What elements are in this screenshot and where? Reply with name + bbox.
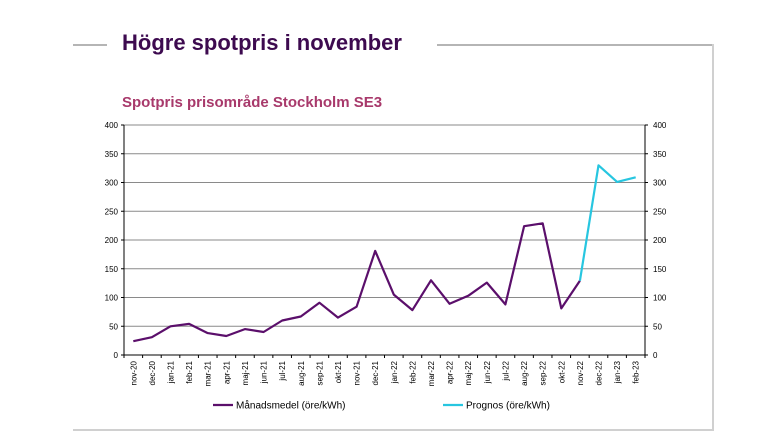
x-tick-label: feb-22 <box>408 360 417 383</box>
y-tick-label-right: 200 <box>653 236 667 245</box>
x-tick-label: sep-21 <box>315 360 324 385</box>
y-tick-label-right: 150 <box>653 265 667 274</box>
y-tick-label-left: 100 <box>105 294 119 303</box>
title-rule-left <box>73 44 107 46</box>
x-tick-label: okt-21 <box>334 360 343 383</box>
x-tick-label: feb-23 <box>632 360 641 383</box>
y-tick-label-right: 350 <box>653 150 667 159</box>
x-tick-label: apr-21 <box>222 360 231 384</box>
y-tick-label-left: 150 <box>105 265 119 274</box>
y-tick-label-right: 100 <box>653 294 667 303</box>
y-tick-label-right: 0 <box>653 351 658 360</box>
x-tick-label: dec-20 <box>148 360 157 385</box>
x-tick-label: jul-21 <box>278 360 287 381</box>
x-tick-label: jun-22 <box>483 360 492 384</box>
y-tick-label-right: 250 <box>653 207 667 216</box>
x-tick-label: maj-22 <box>464 360 473 385</box>
y-tick-label-left: 400 <box>105 121 119 130</box>
series-line-1 <box>133 222 581 343</box>
y-tick-label-left: 350 <box>105 150 119 159</box>
x-tick-label: jan-21 <box>167 360 176 384</box>
x-tick-label: feb-21 <box>185 360 194 383</box>
x-tick-label: dec-22 <box>594 360 603 385</box>
x-tick-label: jun-21 <box>260 360 269 384</box>
x-tick-label: jul-22 <box>501 360 510 381</box>
x-tick-label: jan-23 <box>613 360 622 384</box>
frame-rule-right <box>712 44 714 430</box>
frame-rule-bottom <box>73 429 714 431</box>
y-tick-label-left: 0 <box>114 351 119 360</box>
y-tick-label-right: 300 <box>653 179 667 188</box>
x-tick-label: aug-22 <box>520 360 529 385</box>
y-tick-label-left: 250 <box>105 207 119 216</box>
x-tick-label: sep-22 <box>539 360 548 385</box>
y-tick-label-left: 50 <box>109 322 118 331</box>
y-tick-label-left: 300 <box>105 179 119 188</box>
title-rule-right <box>437 44 714 46</box>
x-tick-label: dec-21 <box>371 360 380 385</box>
x-tick-label: mar-21 <box>204 360 213 386</box>
page-title: Högre spotpris i november <box>122 30 402 55</box>
y-tick-label-right: 50 <box>653 322 662 331</box>
x-tick-label: jan-22 <box>390 360 399 384</box>
series-line-2 <box>578 164 636 281</box>
y-tick-label-left: 200 <box>105 236 119 245</box>
x-tick-label: maj-21 <box>241 360 250 385</box>
x-tick-label: nov-20 <box>129 360 138 385</box>
legend-label: Månadsmedel (öre/kWh) <box>236 400 345 412</box>
x-tick-label: aug-21 <box>297 360 306 385</box>
x-tick-label: nov-22 <box>576 360 585 385</box>
x-tick-label: nov-21 <box>353 360 362 385</box>
x-tick-label: mar-22 <box>427 360 436 386</box>
legend-label: Prognos (öre/kWh) <box>466 401 550 412</box>
chart-title: Spotpris prisområde Stockholm SE3 <box>122 94 383 111</box>
x-tick-label: okt-22 <box>557 360 566 383</box>
x-tick-label: apr-22 <box>446 360 455 384</box>
y-tick-label-right: 400 <box>653 121 667 130</box>
